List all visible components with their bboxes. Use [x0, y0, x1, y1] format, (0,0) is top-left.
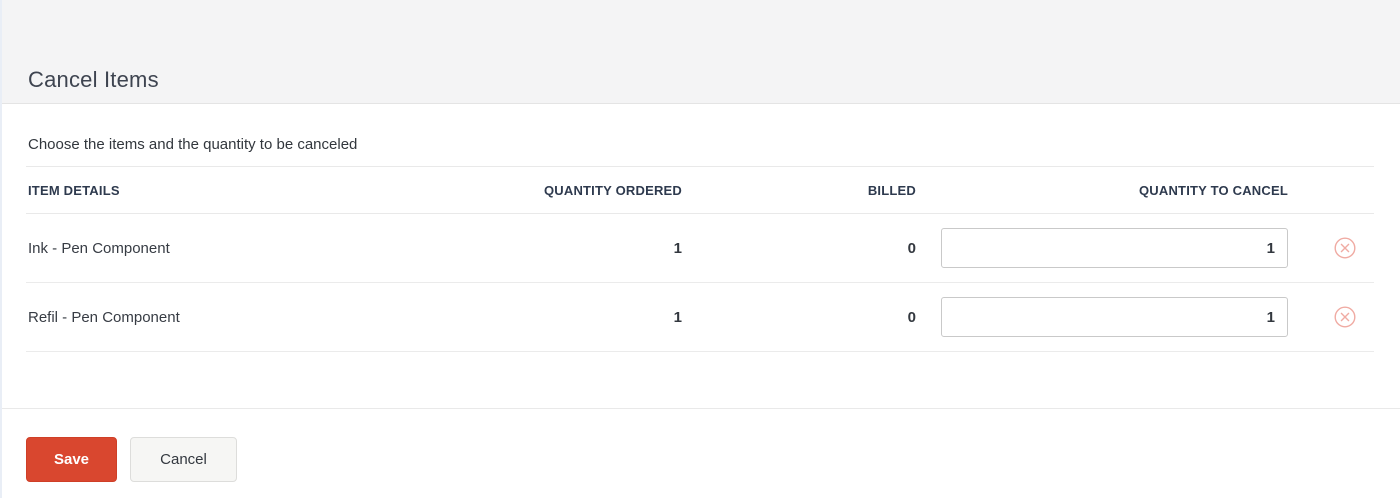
spacer — [0, 352, 1400, 408]
quantity-ordered-value: 1 — [673, 308, 682, 326]
item-name: Refil - Pen Component — [28, 308, 180, 326]
remove-cell — [1288, 306, 1374, 328]
remove-cell — [1288, 237, 1374, 259]
page-title: Cancel Items — [28, 67, 159, 92]
item-name: Ink - Pen Component — [28, 239, 170, 257]
billed-value: 0 — [907, 239, 916, 257]
table-row: Ink - Pen Component 1 0 — [26, 214, 1374, 283]
instruction-text: Choose the items and the quantity to be … — [28, 136, 358, 153]
quantity-to-cancel-cell — [916, 297, 1288, 337]
table-header-row: ITEM DETAILS QUANTITY ORDERED BILLED QUA… — [26, 166, 1374, 214]
table-row: Refil - Pen Component 1 0 — [26, 283, 1374, 352]
column-header-quantity-ordered: QUANTITY ORDERED — [543, 182, 682, 198]
quantity-to-cancel-cell — [916, 228, 1288, 268]
remove-item-button[interactable] — [1334, 306, 1356, 328]
circle-x-icon — [1334, 237, 1356, 259]
dialog-header: Cancel Items — [0, 0, 1400, 104]
save-button[interactable]: Save — [26, 437, 117, 482]
quantity-ordered-value: 1 — [673, 239, 682, 257]
quantity-to-cancel-input[interactable] — [941, 228, 1288, 268]
circle-x-icon — [1334, 306, 1356, 328]
cancel-items-table: ITEM DETAILS QUANTITY ORDERED BILLED QUA… — [26, 166, 1374, 352]
page-left-edge — [0, 0, 2, 498]
quantity-to-cancel-input[interactable] — [941, 297, 1288, 337]
column-header-quantity-to-cancel: QUANTITY TO CANCEL — [1138, 182, 1288, 198]
footer-actions: Save Cancel — [0, 409, 1400, 482]
column-header-item-details: ITEM DETAILS — [28, 182, 120, 198]
column-header-billed: BILLED — [867, 182, 916, 198]
cancel-button[interactable]: Cancel — [130, 437, 237, 482]
footer-divider — [0, 408, 1400, 409]
remove-item-button[interactable] — [1334, 237, 1356, 259]
billed-value: 0 — [907, 308, 916, 326]
